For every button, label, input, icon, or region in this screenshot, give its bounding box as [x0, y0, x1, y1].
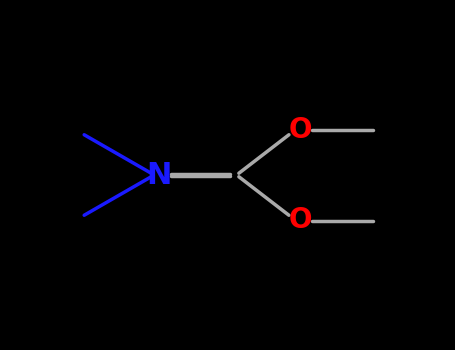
- Text: O: O: [288, 116, 312, 144]
- Text: O: O: [288, 206, 312, 235]
- Text: N: N: [147, 161, 172, 189]
